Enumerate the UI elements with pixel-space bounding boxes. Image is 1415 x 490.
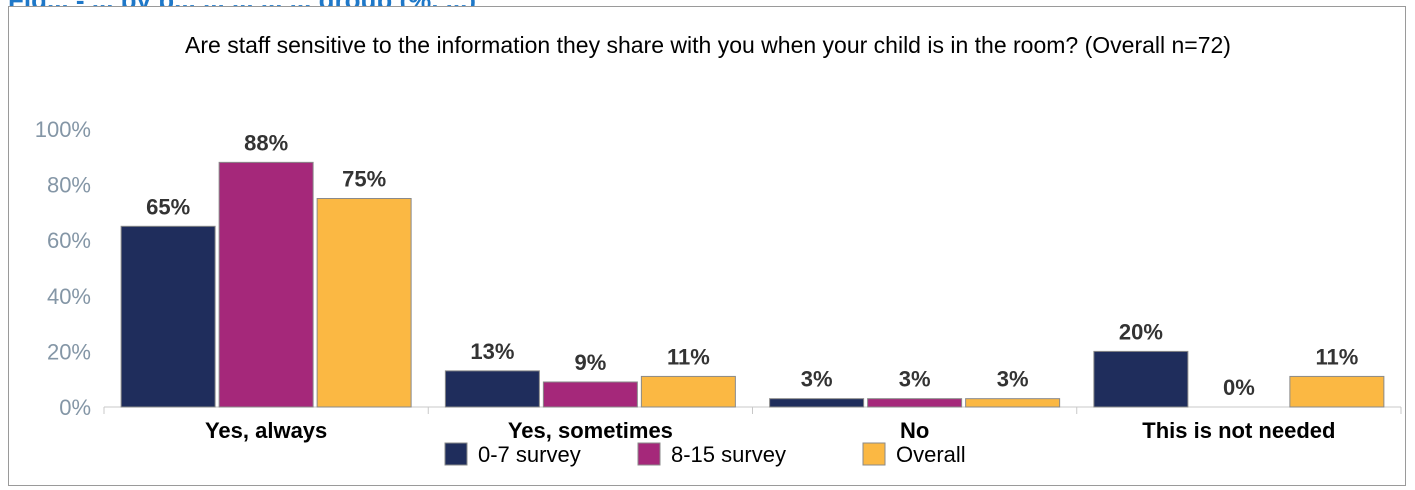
- data-label: 3%: [899, 367, 931, 392]
- bar: [640, 375, 736, 408]
- bar: [120, 225, 216, 408]
- bar: [1093, 350, 1189, 408]
- data-label: 11%: [667, 344, 710, 369]
- x-axis: Yes, always Yes, sometimes No This is not n…: [103, 406, 1402, 443]
- data-label: 20%: [1119, 319, 1163, 344]
- bars-group: [120, 161, 1385, 408]
- legend-swatch: [862, 442, 886, 466]
- data-label: 11%: [1315, 344, 1358, 369]
- data-label: 88%: [244, 130, 288, 155]
- y-tick-label: 60%: [47, 228, 91, 253]
- data-label: 3%: [801, 367, 833, 392]
- data-label: 13%: [470, 339, 514, 364]
- x-category-label: No: [900, 418, 929, 443]
- x-category-label: Yes, sometimes: [508, 418, 673, 443]
- chart-subtitle: Are staff sensitive to the information t…: [185, 32, 1231, 58]
- y-tick-label: 0%: [59, 395, 91, 420]
- bar: [965, 398, 1061, 408]
- legend-swatch: [637, 442, 661, 466]
- data-label: 3%: [997, 367, 1029, 392]
- x-category-label: Yes, always: [205, 418, 327, 443]
- data-labels-group: 65% 88% 75% 13% 9% 11% 3% 3% 3% 20% 0% 11%: [146, 130, 1358, 400]
- legend-label: 0-7 survey: [478, 442, 581, 467]
- legend: 0-7 survey 8-15 survey Overall: [444, 442, 966, 467]
- y-tick-label: 40%: [47, 284, 91, 309]
- bar: [542, 381, 638, 408]
- bar: [444, 370, 540, 408]
- bar: [316, 198, 412, 408]
- data-label: 0%: [1223, 375, 1255, 400]
- y-axis: 0% 20% 40% 60% 80% 100%: [35, 117, 91, 420]
- chart-frame: Are staff sensitive to the information t…: [8, 6, 1406, 486]
- y-tick-label: 20%: [47, 339, 91, 364]
- data-label: 65%: [146, 194, 190, 219]
- y-tick-label: 80%: [47, 173, 91, 198]
- data-label: 9%: [574, 350, 606, 375]
- data-label: 75%: [342, 167, 386, 192]
- bar-chart: Are staff sensitive to the information t…: [35, 32, 1402, 467]
- bar: [867, 398, 963, 408]
- x-category-label: This is not needed: [1142, 418, 1335, 443]
- bar: [769, 398, 865, 408]
- bar: [218, 161, 314, 408]
- legend-label: Overall: [896, 442, 966, 467]
- legend-swatch: [444, 442, 468, 466]
- bar: [1289, 375, 1385, 408]
- legend-label: 8-15 survey: [671, 442, 786, 467]
- y-tick-label: 100%: [35, 117, 91, 142]
